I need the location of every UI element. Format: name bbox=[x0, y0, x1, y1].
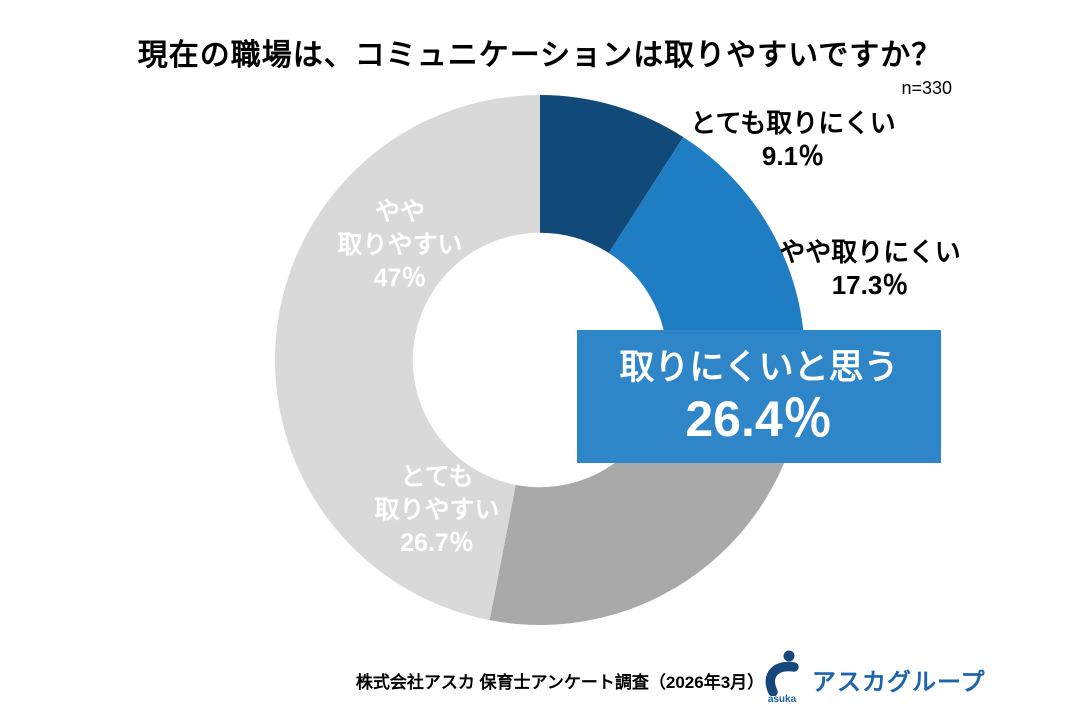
logo-swoosh bbox=[765, 661, 799, 696]
segment-label-somewhat-hard: やや取りにくい 17.3％ bbox=[740, 236, 1000, 302]
logo-asuka-romaji: asuka bbox=[767, 694, 797, 705]
callout-value: 26.4％ bbox=[685, 390, 833, 447]
sample-size-label: n=330 bbox=[901, 78, 952, 98]
logo-company-name: アスカグループ bbox=[812, 669, 986, 696]
callout-box: 取りにくいと思う 26.4％ bbox=[577, 330, 941, 463]
segment-label-very-easy-name1: とても bbox=[400, 463, 474, 491]
chart-title: 現在の職場は、コミュニケーションは取りやすいですか？ bbox=[137, 39, 943, 72]
logo-head-dot bbox=[783, 650, 795, 662]
source-text: 株式会社アスカ 保育士アンケート調査（2026年3月） bbox=[355, 673, 765, 692]
segment-label-very-easy-name2: 取りやすい bbox=[374, 496, 500, 524]
segment-label-somewhat-easy-pct: 47％ bbox=[373, 264, 427, 292]
asuka-logo-icon bbox=[765, 650, 799, 696]
donut-chart bbox=[275, 95, 805, 625]
donut-segment-3 bbox=[275, 95, 540, 621]
segment-label-very-easy: とても 取りやすい 26.7％ bbox=[337, 461, 537, 560]
segment-label-very-hard-pct: 9.1％ bbox=[761, 141, 825, 171]
segment-label-very-hard-name: とても取りにくい bbox=[690, 108, 896, 138]
segment-label-somewhat-hard-pct: 17.3％ bbox=[831, 270, 909, 300]
segment-label-very-easy-pct: 26.7％ bbox=[400, 529, 474, 557]
segment-label-somewhat-easy-name2: 取りやすい bbox=[337, 231, 463, 259]
callout-label: 取りにくいと思う bbox=[619, 347, 899, 387]
segment-label-somewhat-easy-name1: やや bbox=[374, 198, 425, 226]
donut-segment-1 bbox=[608, 137, 805, 383]
donut-segment-0 bbox=[540, 95, 684, 253]
segment-label-somewhat-easy: やや 取りやすい 47％ bbox=[300, 196, 500, 295]
segment-label-somewhat-hard-name: やや取りにくい bbox=[779, 237, 961, 267]
segment-label-very-hard: とても取りにくい 9.1％ bbox=[663, 107, 923, 173]
